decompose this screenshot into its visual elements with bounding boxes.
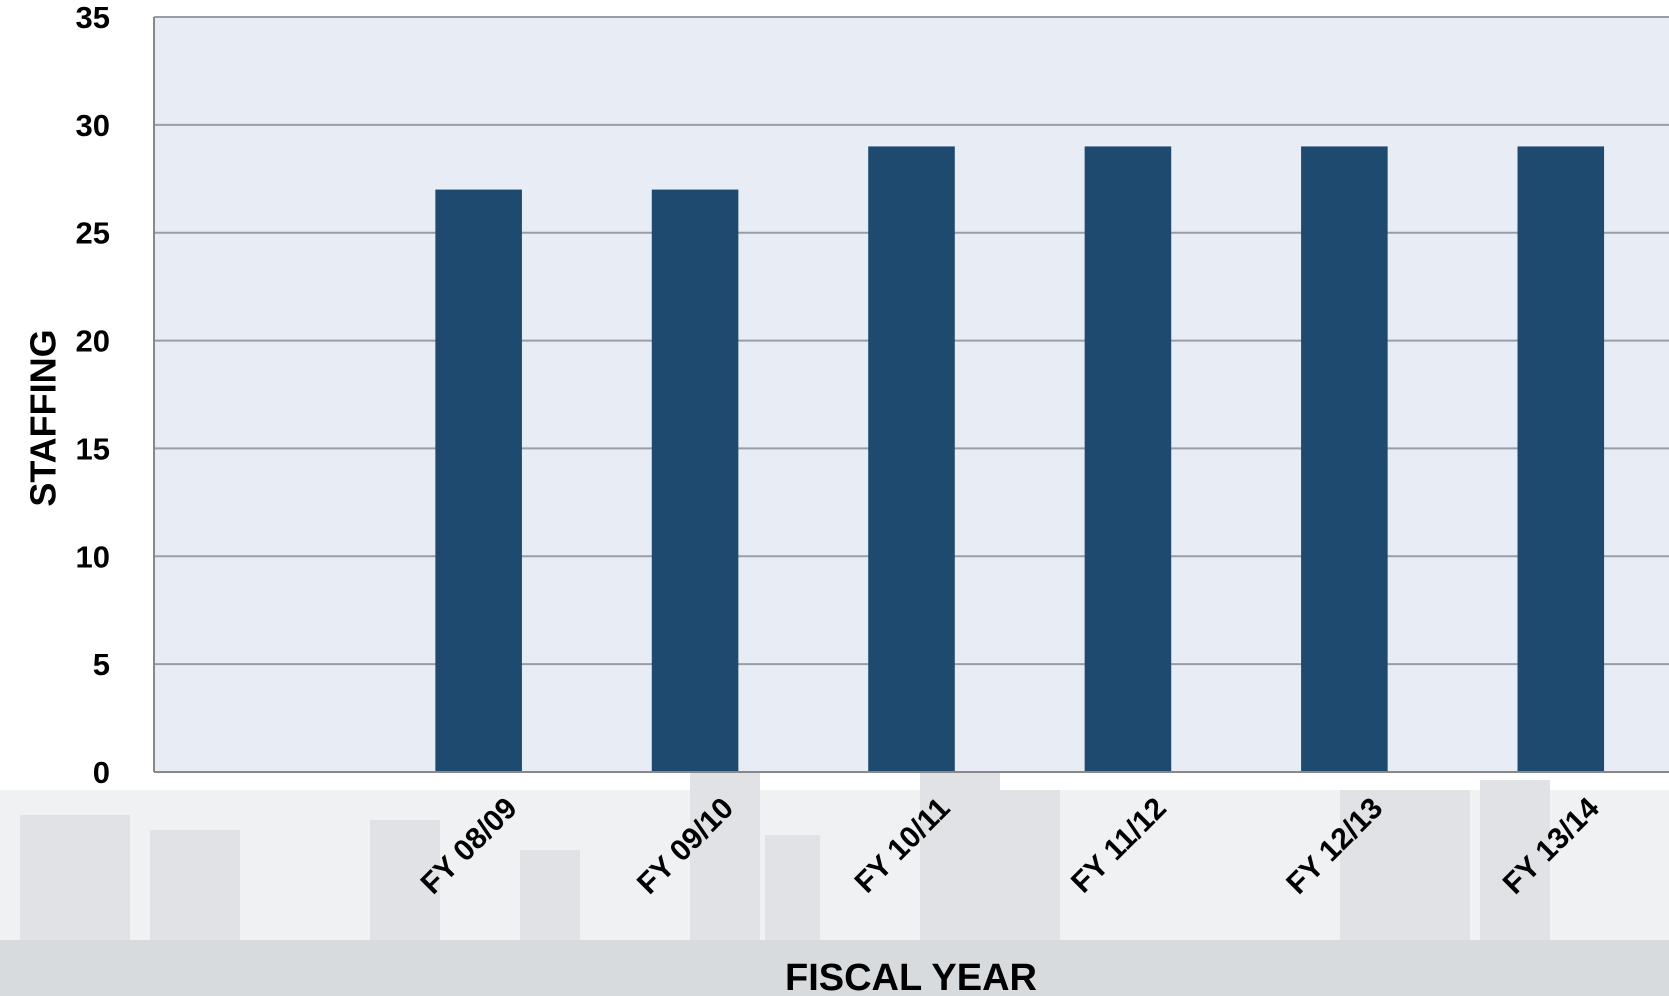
y-tick-label: 30	[76, 108, 110, 143]
y-tick-label: 20	[76, 324, 110, 359]
y-tick-label: 35	[76, 0, 110, 35]
bar	[435, 190, 522, 772]
bar	[868, 146, 955, 772]
y-tick-label: 25	[76, 216, 110, 251]
bar	[1085, 146, 1172, 772]
y-axis-title: STAFFING	[23, 329, 64, 506]
y-tick-label: 10	[76, 539, 110, 574]
bar	[1301, 146, 1388, 772]
y-tick-label: 15	[76, 431, 110, 466]
bar	[1518, 146, 1605, 772]
bar	[652, 190, 739, 772]
y-tick-label: 0	[93, 755, 110, 790]
chart: STAFFING FISCAL YEAR 05101520253035FY 08…	[0, 0, 1669, 996]
x-axis-title: FISCAL YEAR	[785, 957, 1037, 996]
y-tick-label: 5	[93, 647, 110, 682]
